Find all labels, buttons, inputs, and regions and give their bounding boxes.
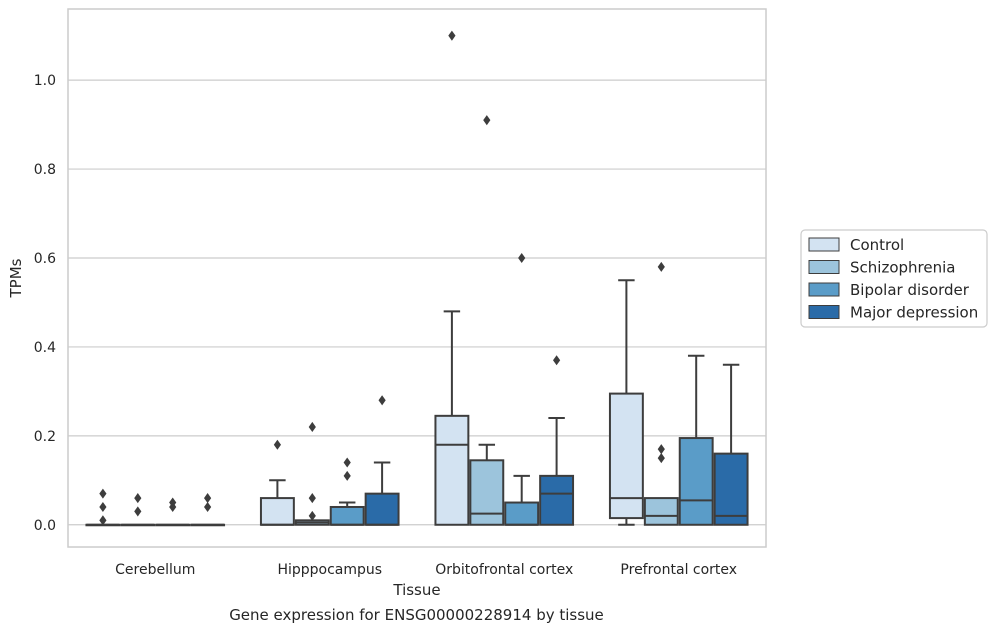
outlier-point: [378, 395, 386, 406]
y-axis-title: TPMs: [7, 258, 25, 298]
outlier-point: [99, 488, 107, 499]
legend-label: Bipolar disorder: [850, 281, 970, 299]
y-tick-label: 0.4: [34, 340, 56, 356]
box: [713, 452, 749, 526]
box: [364, 492, 400, 526]
legend-frame: [800, 229, 988, 328]
x-tick-label: Cerebellum: [115, 562, 195, 578]
legend-swatch: [808, 237, 840, 252]
y-tick-label: 0.8: [34, 162, 56, 178]
legend-swatch: [808, 260, 840, 274]
box: [643, 497, 679, 526]
box-plot-series: [85, 30, 749, 527]
chart-caption: Gene expression for ENSG00000228914 by t…: [229, 606, 604, 624]
box: [329, 505, 365, 526]
outlier-point: [99, 501, 107, 513]
outlier-point: [553, 355, 561, 366]
outlier-point: [134, 493, 142, 504]
box: [678, 437, 714, 526]
outlier-point: [657, 261, 665, 272]
legend-swatch: [808, 282, 840, 297]
y-tick-label: 0.6: [34, 251, 56, 267]
outlier-point: [308, 421, 316, 432]
outlier-point: [518, 252, 526, 264]
outlier-point: [204, 493, 212, 504]
y-tick-label: 0.0: [34, 518, 56, 534]
outlier-point: [657, 453, 665, 464]
outlier-point: [448, 30, 456, 41]
box: [469, 459, 505, 526]
outlier-point: [308, 493, 316, 504]
y-tick-label: 0.2: [34, 429, 56, 445]
box: [539, 474, 575, 526]
box: [434, 414, 470, 526]
legend-label: Major depression: [850, 304, 978, 322]
legend: Control Schizophrenia Bipolar disorder Majo…: [800, 229, 988, 328]
x-axis-title: Tissue: [392, 581, 440, 599]
outlier-point: [204, 501, 212, 513]
box: [504, 501, 540, 526]
outlier-point: [343, 470, 351, 481]
plot-frame: [67, 8, 767, 548]
y-tick-label: 1.0: [34, 73, 56, 89]
outlier-point: [134, 506, 142, 517]
box: [608, 392, 644, 520]
box: [259, 497, 295, 526]
outlier-point: [273, 439, 281, 450]
x-tick-label: Hipppocampus: [277, 562, 382, 578]
legend-label: Control: [850, 236, 904, 254]
outlier-point: [169, 497, 177, 508]
outlier-point: [99, 515, 107, 526]
x-tick-label: Prefrontal cortex: [620, 562, 737, 578]
x-tick-label: Orbitofrontal cortex: [435, 562, 573, 578]
outlier-point: [343, 457, 351, 468]
outlier-point: [308, 510, 316, 521]
axes: 0.0 0.2 0.4 0.6 0.8 1.0 Cerebellum Hipppocampus…: [7, 8, 767, 599]
outlier-point: [483, 115, 491, 126]
legend-swatch: [808, 305, 840, 319]
outlier-point: [657, 444, 665, 455]
legend-label: Schizophrenia: [850, 259, 955, 277]
